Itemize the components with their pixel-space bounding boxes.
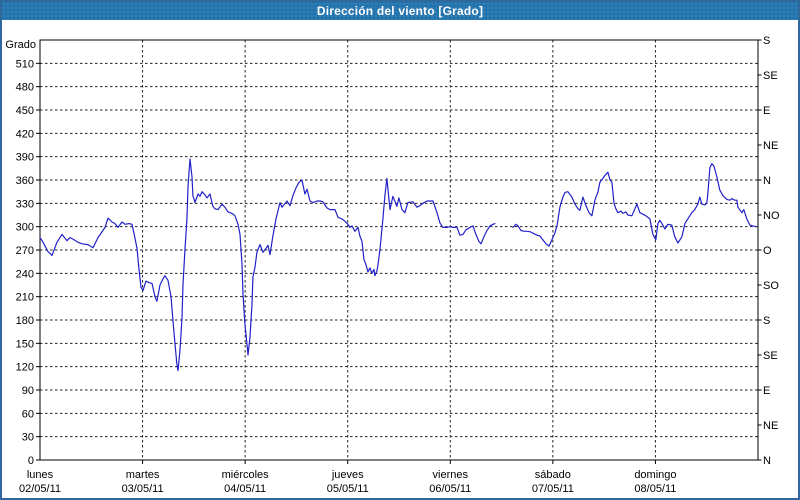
compass-label: N xyxy=(763,175,771,187)
compass-label: O xyxy=(763,245,772,257)
series-segment xyxy=(39,158,496,372)
compass-label: NO xyxy=(763,210,780,222)
left-tick-label: 210 xyxy=(16,292,34,304)
x-axis-days: lunes 02/05/11 martes 03/05/11 miércoles 04/0… xyxy=(19,460,677,495)
compass-label: NE xyxy=(763,420,778,432)
compass-label: SE xyxy=(763,70,778,82)
left-tick-label: 510 xyxy=(16,58,34,70)
day-name-label: sábado xyxy=(535,469,571,481)
day-name-label: viernes xyxy=(433,469,469,481)
left-tick-label: 360 xyxy=(16,175,34,187)
day-date-label: 08/05/11 xyxy=(634,483,676,495)
left-tick-label: 390 xyxy=(16,152,34,164)
y-axis-left: 0 30 60 90 120 150 180 210 240 270 300 330 360 390 420… xyxy=(5,39,40,467)
compass-label: E xyxy=(763,385,770,397)
chart-title: Dirección del viento [Grado] xyxy=(316,4,484,18)
compass-label: SE xyxy=(763,350,778,362)
chart-title-bar: Dirección del viento [Grado] xyxy=(2,2,798,20)
day-date-label: 02/05/11 xyxy=(19,483,61,495)
left-tick-label: 480 xyxy=(16,82,34,94)
day-name-label: martes xyxy=(126,469,160,481)
left-tick-label: 30 xyxy=(22,432,34,444)
compass-label: NE xyxy=(763,140,778,152)
left-tick-label: 330 xyxy=(16,198,34,210)
wind-direction-line xyxy=(39,158,757,372)
day-date-label: 07/05/11 xyxy=(532,483,574,495)
compass-label: S xyxy=(763,35,770,47)
wind-direction-chart: 0 30 60 90 120 150 180 210 240 270 300 330 360 390 420… xyxy=(5,35,780,495)
day-date-label: 05/05/11 xyxy=(327,483,369,495)
left-tick-label: 420 xyxy=(16,128,34,140)
day-name-label: lunes xyxy=(27,469,54,481)
horizontal-gridlines xyxy=(40,62,758,438)
day-name-label: miércoles xyxy=(222,469,270,481)
left-tick-label: 180 xyxy=(16,315,34,327)
day-name-label: jueves xyxy=(331,469,364,481)
left-tick-label: 90 xyxy=(22,385,34,397)
left-tick-label: 120 xyxy=(16,362,34,374)
y-axis-right-compass: S SE E NE N NO O SO S SE E NE N xyxy=(758,35,780,467)
day-name-label: domingo xyxy=(634,469,676,481)
left-tick-label: 60 xyxy=(22,408,34,420)
compass-label: E xyxy=(763,105,770,117)
left-tick-label: 270 xyxy=(16,245,34,257)
day-date-label: 06/05/11 xyxy=(429,483,471,495)
left-tick-label: 240 xyxy=(16,268,34,280)
vertical-gridlines xyxy=(142,40,656,460)
compass-label: N xyxy=(763,455,771,467)
compass-label: S xyxy=(763,315,770,327)
left-tick-label: 300 xyxy=(16,222,34,234)
day-date-label: 03/05/11 xyxy=(122,483,164,495)
compass-label: SO xyxy=(763,280,779,292)
left-tick-label: 450 xyxy=(16,105,34,117)
day-date-label: 04/05/11 xyxy=(224,483,266,495)
y-axis-title: Grado xyxy=(5,39,36,51)
series-segment xyxy=(512,163,757,247)
left-tick-label: 0 xyxy=(28,455,34,467)
left-tick-label: 150 xyxy=(16,338,34,350)
